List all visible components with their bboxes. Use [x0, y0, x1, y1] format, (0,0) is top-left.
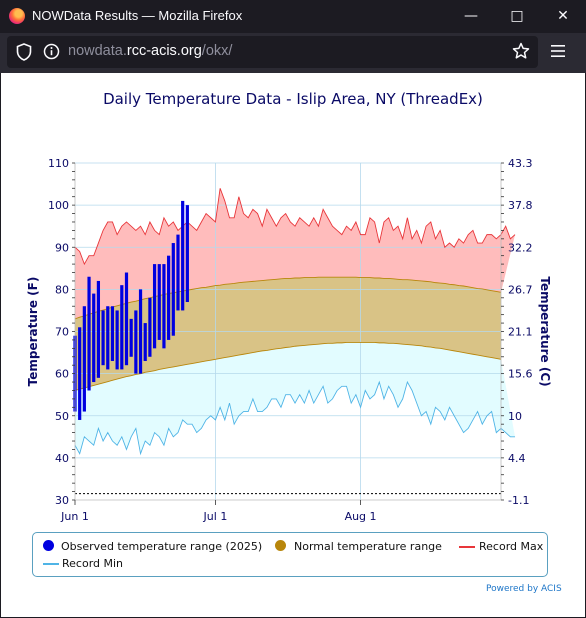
observed-bar [176, 234, 180, 311]
nav-toolbar: nowdata.rcc-acis.org/okx/ [0, 33, 586, 73]
y-tick-label-left: 100 [48, 199, 69, 212]
legend-observed-marker [43, 540, 54, 551]
observed-bar [106, 306, 110, 370]
legend-normal-label[interactable]: Normal temperature range [294, 540, 442, 553]
observed-bar [134, 310, 138, 374]
observed-bar [185, 205, 189, 303]
title-bar: NOWData Results — Mozilla Firefox — □ ✕ [0, 0, 586, 33]
close-button[interactable]: ✕ [557, 8, 569, 24]
observed-bar [167, 255, 171, 340]
temperature-chart: Daily Temperature Data - Islip Area, NY … [26, 90, 552, 523]
observed-bar [115, 310, 119, 370]
observed-bar [110, 306, 115, 361]
observed-bar [143, 323, 147, 361]
hamburger-menu-icon[interactable] [550, 43, 566, 59]
legend-record-min-line [43, 563, 59, 565]
observed-bar [181, 200, 185, 311]
page-content: Daily Temperature Data - Islip Area, NY … [1, 73, 585, 617]
y-tick-label-right: 15.6 [508, 368, 533, 381]
legend-observed-label[interactable]: Observed temperature range (2025) [61, 540, 263, 553]
legend-record-max-line [459, 546, 475, 548]
x-tick-label: Aug 1 [345, 510, 377, 523]
record-max-line [74, 188, 516, 266]
y-tick-label-left: 110 [48, 157, 69, 170]
x-tick-label: Jun 1 [60, 510, 89, 523]
y-axis-label-right: Temperature (C) [538, 276, 552, 386]
observed-bar [152, 264, 157, 349]
firefox-logo-icon [9, 8, 25, 24]
y-tick-label-left: 70 [55, 326, 69, 339]
y-tick-label-left: 90 [55, 241, 69, 254]
observed-bar [148, 297, 152, 357]
powered-by-acis-link[interactable]: Powered by ACIS [486, 584, 562, 594]
minimize-button[interactable]: — [464, 8, 478, 24]
observed-bar [78, 327, 82, 420]
observed-bar [120, 285, 124, 370]
url-domain: rcc-acis.org [126, 43, 202, 59]
observed-bar [157, 264, 161, 340]
observed-bar [82, 306, 86, 412]
observed-bar [87, 276, 91, 391]
normal-low-line [74, 342, 502, 391]
url-bar[interactable]: nowdata.rcc-acis.org/okx/ [7, 36, 538, 68]
url-prefix: nowdata. [68, 43, 127, 59]
x-tick-label: Jul 1 [203, 510, 228, 523]
legend-normal-marker [275, 540, 286, 551]
y-tick-label-right: 32.2 [508, 241, 533, 254]
y-tick-label-right: 21.1 [508, 326, 533, 339]
y-tick-label-right: 4.4 [508, 452, 526, 465]
url-path: /okx/ [201, 43, 233, 59]
normal-high-line [74, 276, 502, 320]
bookmark-star-icon[interactable] [512, 42, 530, 60]
y-tick-label-right: -1.1 [508, 494, 529, 507]
y-tick-label-right: 26.7 [508, 283, 533, 296]
observed-bar [162, 264, 166, 349]
y-tick-label-right: 43.3 [508, 157, 533, 170]
observed-bar [96, 280, 101, 378]
observed-bar [129, 318, 133, 357]
chart-legend: Observed temperature range (2025) Normal… [32, 532, 548, 577]
y-tick-label-left: 30 [55, 494, 69, 507]
chart-title: Daily Temperature Data - Islip Area, NY … [103, 90, 483, 108]
y-tick-label-left: 60 [55, 368, 69, 381]
record-min-line [74, 380, 516, 456]
maximize-button[interactable]: □ [510, 8, 524, 24]
y-tick-label-right: 10 [508, 410, 522, 423]
record-min-band [75, 342, 516, 454]
y-tick-label-right: 37.8 [508, 199, 533, 212]
shield-icon[interactable] [16, 43, 32, 61]
y-tick-label-left: 50 [55, 410, 69, 423]
url-text[interactable]: nowdata.rcc-acis.org/okx/ [68, 43, 232, 59]
info-icon[interactable] [43, 43, 60, 60]
observed-bar [92, 293, 96, 383]
observed-bar [101, 310, 105, 366]
legend-record-min-label[interactable]: Record Min [62, 557, 124, 570]
observed-bar [124, 272, 129, 366]
y-axis-label-left: Temperature (F) [26, 277, 40, 387]
legend-record-max-label[interactable]: Record Max [479, 540, 544, 553]
y-tick-label-left: 40 [55, 452, 69, 465]
window-title: NOWData Results — Mozilla Firefox [32, 8, 243, 23]
y-tick-label-left: 80 [55, 283, 69, 296]
record-max-band [75, 188, 516, 319]
observed-bar [171, 243, 175, 336]
observed-bar [138, 289, 143, 374]
